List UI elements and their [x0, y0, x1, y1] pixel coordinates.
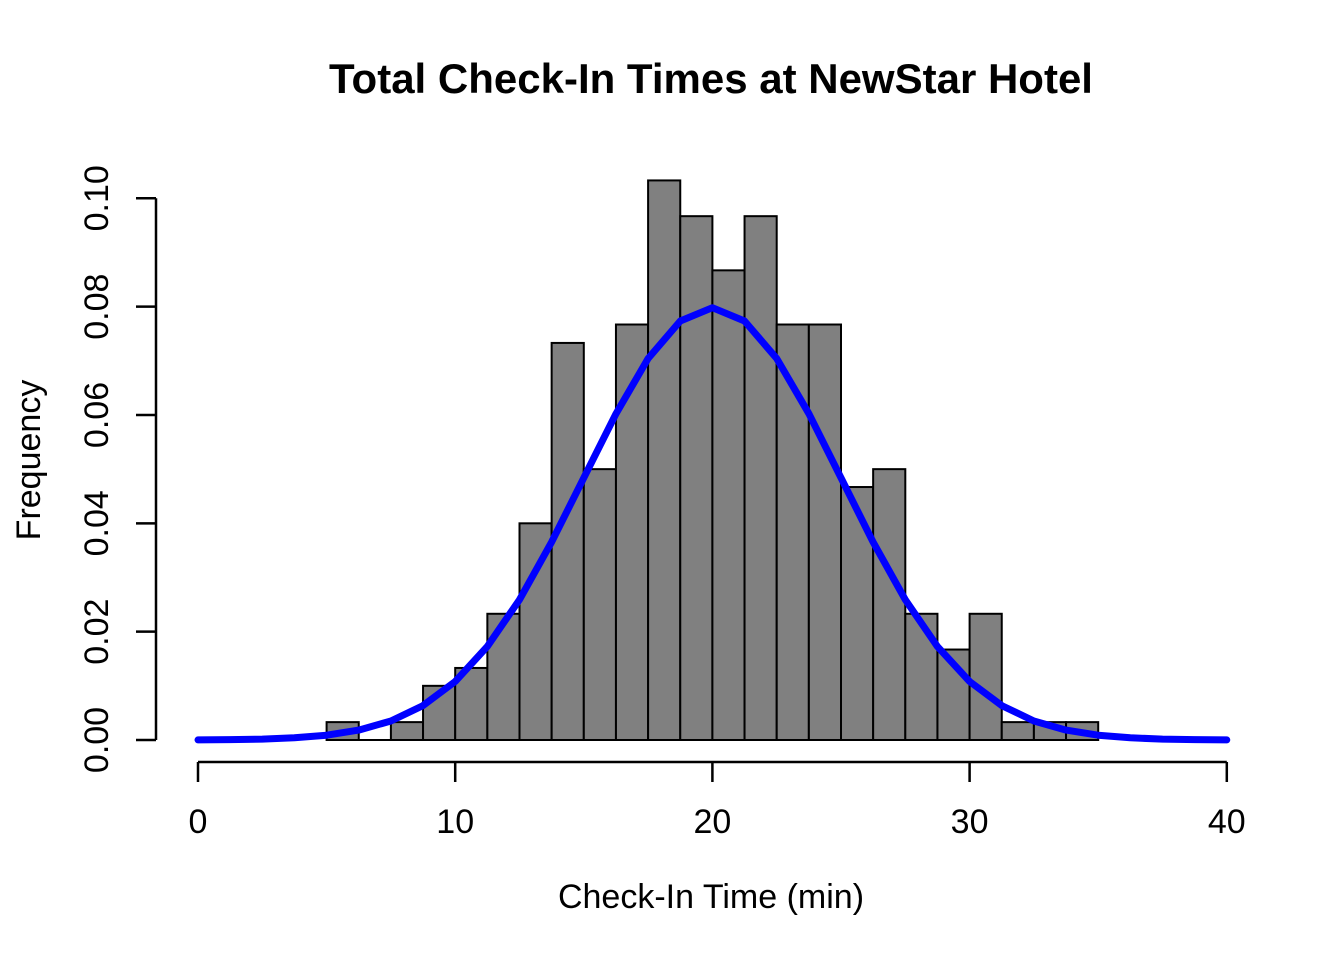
histogram-bar: [711, 269, 746, 741]
histogram-bars: [325, 179, 1100, 742]
histogram-bar: [679, 215, 714, 742]
x-tick-label: 10: [436, 803, 474, 841]
histogram-bar: [647, 179, 682, 742]
histogram-bar: [1000, 721, 1035, 742]
y-tick-label: 0.02: [78, 599, 116, 665]
x-tick-label: 0: [189, 803, 208, 841]
x-tick-label: 40: [1208, 803, 1246, 841]
histogram-bar: [936, 648, 971, 741]
x-tick-label: 30: [951, 803, 989, 841]
y-tick-label: 0.10: [78, 165, 116, 231]
x-tick-label: 20: [693, 803, 731, 841]
histogram-bar: [807, 323, 842, 741]
histogram-bar: [550, 341, 585, 741]
histogram-bar: [904, 612, 939, 741]
chart-title: Total Check-In Times at NewStar Hotel: [329, 55, 1093, 102]
y-tick-label: 0.04: [78, 490, 116, 556]
y-tick-label: 0.08: [78, 274, 116, 340]
histogram-bar: [968, 612, 1003, 741]
y-axis-title: Frequency: [10, 380, 48, 541]
y-tick-label: 0.06: [78, 382, 116, 448]
histogram-bar: [518, 522, 553, 741]
y-tick-label: 0.00: [78, 707, 116, 773]
x-axis: 0 10 20 30 40: [189, 760, 1246, 841]
x-axis-title: Check-In Time (min): [558, 878, 864, 916]
normal-curve: [194, 304, 1231, 744]
histogram-bar: [486, 612, 521, 741]
histogram-bar: [743, 215, 778, 742]
histogram-bar: [389, 721, 425, 742]
histogram-bar: [872, 468, 907, 741]
histogram-bar: [582, 468, 617, 741]
y-axis: 0.00 0.02 0.04 0.06 0.08 0.10: [78, 165, 158, 773]
